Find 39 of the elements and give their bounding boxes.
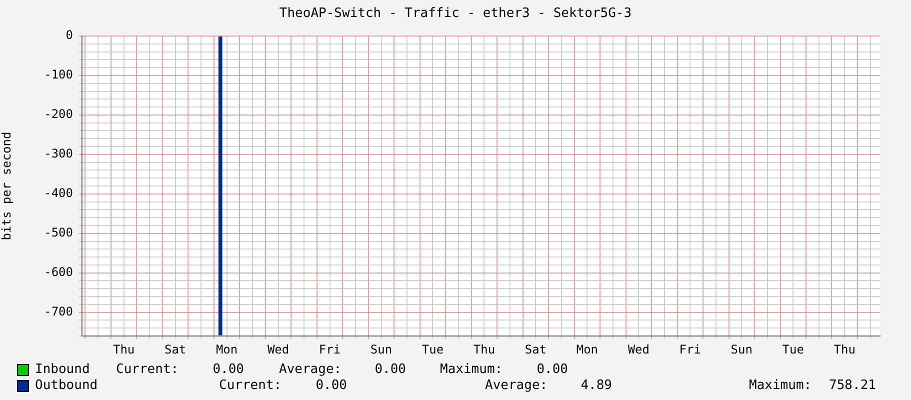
y-tick-label: -600 [44,264,73,279]
text: Average: [279,362,342,377]
x-tick-label: Sat [164,342,186,356]
x-tick-label: Tue [782,342,804,356]
x-tick-label: Tue [422,342,444,356]
text: 0.00 [536,362,568,377]
legend-label: Outbound [35,378,98,393]
y-tick-label: -200 [44,107,73,122]
y-axis-title: bits per second [0,132,14,240]
x-tick-label: Wed [628,342,650,356]
text: Maximum: [440,362,503,377]
x-tick-label: Fri [318,342,341,356]
text: Current: [116,362,179,377]
text: 0.00 [374,362,406,377]
x-tick-label: Thu [834,342,856,356]
chart-title: TheoAP-Switch - Traffic - ether3 - Sektor5G-3 [278,6,633,21]
x-tick-label: Sun [730,342,752,356]
y-tick-label: -100 [44,68,73,82]
x-tick-label: Sun [370,342,392,356]
x-tick-label: Sat [524,342,547,356]
y-tick-label: -300 [44,146,73,161]
x-tick-label: Mon [216,342,238,356]
x-tick-label: Thu [473,342,496,356]
text: Average: [485,378,548,393]
y-tick-label: 0 [66,28,73,42]
text: 4.89 [580,378,612,393]
x-tick-label: Mon [576,342,598,356]
x-tick-label: Thu [112,342,135,356]
text: 758.21 [829,378,876,393]
y-tick-label: -400 [44,186,73,200]
text: Current: [219,378,282,393]
text: Maximum: [749,378,812,393]
text: 0.00 [316,378,347,393]
y-tick-label: -500 [44,225,73,240]
legend-label: Inbound [35,362,90,377]
x-tick-label: Wed [267,342,290,356]
x-tick-label: Fri [679,342,701,356]
y-tick-label: -700 [44,304,73,318]
text: 0.00 [212,362,244,377]
